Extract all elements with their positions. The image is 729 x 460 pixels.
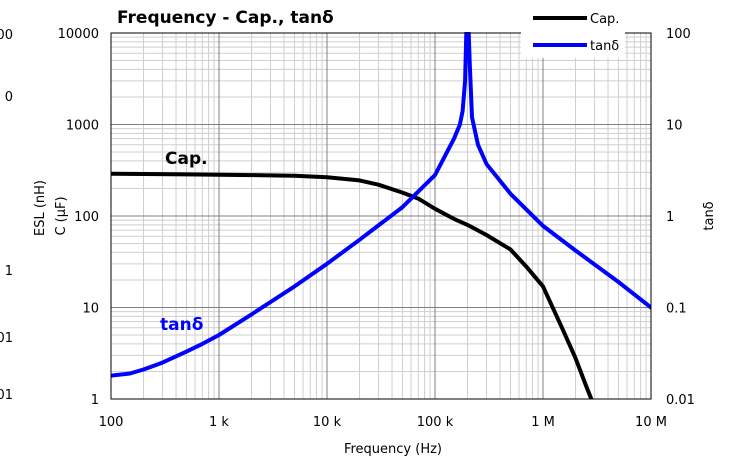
legend-box	[521, 2, 625, 58]
y-right-tick-label: 10	[666, 119, 683, 134]
x-tick-label: 1 k	[209, 415, 229, 430]
series-line-cap	[111, 171, 594, 399]
y-left-axis-label: C (μF)	[54, 196, 69, 235]
x-tick-label: 1 M	[531, 415, 555, 430]
grid-major	[111, 33, 651, 399]
annotation-tand: tanδ	[160, 315, 203, 335]
plot-frame	[110, 32, 652, 400]
partial-left-ticks: 000101001	[0, 28, 13, 403]
y-left-tick-label: 10	[82, 302, 99, 317]
chart-title: Frequency - Cap., tanδ	[117, 8, 334, 28]
partial-left-tick-label: 00	[0, 28, 13, 43]
partial-left-tick-label: 01	[0, 331, 13, 346]
legend-label-cap: Cap.	[590, 12, 619, 27]
y-left-tick-label: 100	[74, 210, 99, 225]
y-left-tick-label: 1000	[66, 119, 99, 134]
partial-left-tick-label: 0	[5, 90, 13, 105]
x-tick-label: 10 k	[313, 415, 342, 430]
partial-left-tick-label: 001	[0, 388, 13, 403]
y-left-extra-axis-label: ESL (nH)	[33, 180, 48, 236]
y-right-axis-label: tanδ	[702, 201, 717, 230]
annotation-cap: Cap.	[165, 149, 208, 169]
x-axis-label: Frequency (Hz)	[344, 442, 442, 457]
legend: Cap. tanδ	[521, 2, 625, 58]
y-left-tick-label: 10000	[58, 27, 99, 42]
series-line-tand	[111, 32, 651, 378]
x-tick-label: 10 M	[635, 415, 667, 430]
x-tick-label: 100 k	[417, 415, 454, 430]
x-tick-label: 100	[99, 415, 124, 430]
y-right-tick-label: 1	[666, 210, 674, 225]
series-layer	[111, 32, 651, 399]
partial-left-tick-label: 1	[5, 264, 13, 279]
y-right-tick-label: 0.01	[666, 393, 695, 408]
y-right-tick-label: 0.1	[666, 302, 687, 317]
y-right-tick-label: 100	[666, 27, 691, 42]
y-right-tick-labels: 0.01 0.1 1 10 100	[666, 27, 695, 408]
y-left-tick-labels: 1 10 100 1000 10000	[58, 27, 99, 408]
legend-label-tand: tanδ	[590, 39, 619, 54]
x-tick-labels: 100 1 k 10 k 100 k 1 M 10 M	[99, 415, 667, 430]
y-left-tick-label: 1	[91, 393, 99, 408]
